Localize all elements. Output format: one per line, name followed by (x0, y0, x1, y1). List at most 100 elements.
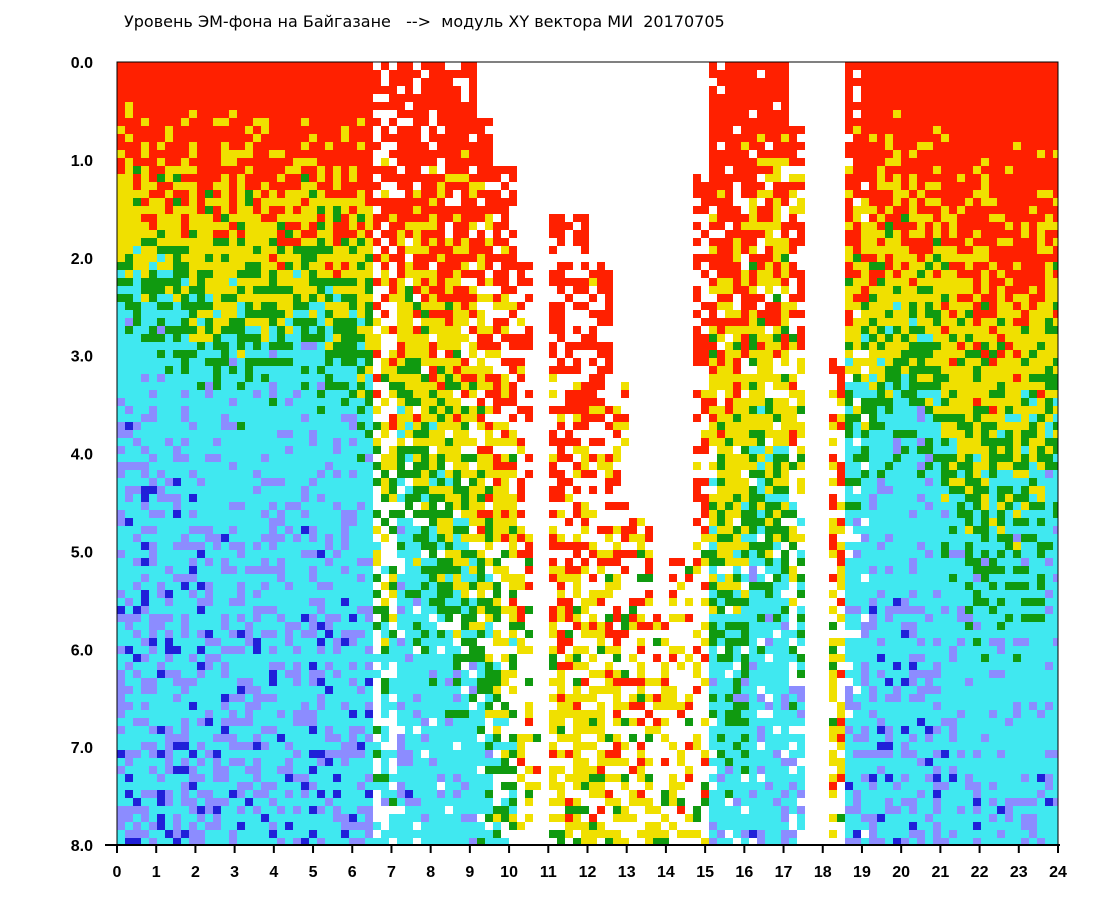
heatmap-cell (229, 134, 237, 142)
heatmap-cell (261, 606, 269, 614)
heatmap-cell (125, 766, 133, 774)
heatmap-cell (293, 598, 301, 606)
heatmap-cell (117, 806, 125, 814)
heatmap-cell (149, 686, 157, 694)
heatmap-cell (149, 142, 157, 150)
heatmap-cell (277, 86, 285, 94)
heatmap-cell (349, 150, 357, 158)
heatmap-cell (325, 270, 333, 278)
heatmap-cell (157, 374, 165, 382)
heatmap-cell (165, 246, 173, 254)
heatmap-cell (453, 222, 461, 230)
heatmap-cell (397, 270, 405, 278)
heatmap-cell (341, 662, 349, 670)
heatmap-cell (157, 214, 165, 222)
heatmap-cell (429, 398, 437, 406)
heatmap-cell (445, 406, 453, 414)
heatmap-cell (141, 286, 149, 294)
heatmap-cell (605, 526, 613, 534)
heatmap-cell (365, 286, 373, 294)
heatmap-cell (437, 302, 445, 310)
heatmap-cell (173, 630, 181, 638)
heatmap-cell (373, 438, 381, 446)
heatmap-cell (149, 470, 157, 478)
heatmap-cell (453, 230, 461, 238)
heatmap-cell (213, 822, 221, 830)
heatmap-cell (125, 830, 133, 838)
heatmap-cell (549, 246, 557, 254)
heatmap-cell (405, 446, 413, 454)
heatmap-cell (469, 486, 477, 494)
heatmap-cell (357, 350, 365, 358)
heatmap-cell (365, 158, 373, 166)
heatmap-cell (501, 766, 509, 774)
heatmap-cell (261, 654, 269, 662)
heatmap-cell (277, 454, 285, 462)
heatmap-cell (197, 382, 205, 390)
heatmap-cell (189, 78, 197, 86)
heatmap-cell (157, 294, 165, 302)
heatmap-cell (365, 278, 373, 286)
heatmap-cell (357, 286, 365, 294)
heatmap-cell (421, 606, 429, 614)
heatmap-cell (413, 70, 421, 78)
heatmap-cell (301, 654, 309, 662)
heatmap-cell (333, 526, 341, 534)
heatmap-cell (397, 470, 405, 478)
heatmap-cell (221, 550, 229, 558)
heatmap-cell (405, 262, 413, 270)
heatmap-cell (445, 566, 453, 574)
heatmap-cell (485, 142, 493, 150)
heatmap-cell (325, 638, 333, 646)
heatmap-cell (461, 806, 469, 814)
heatmap-cell (301, 174, 309, 182)
heatmap-cell (237, 494, 245, 502)
heatmap-cell (397, 622, 405, 630)
heatmap-cell (117, 422, 125, 430)
heatmap-cell (149, 94, 157, 102)
heatmap-cell (213, 70, 221, 78)
heatmap-cell (381, 430, 389, 438)
heatmap-cell (221, 78, 229, 86)
heatmap-cell (365, 798, 373, 806)
heatmap-cell (445, 302, 453, 310)
heatmap-cell (173, 94, 181, 102)
heatmap-cell (197, 286, 205, 294)
heatmap-cell (157, 638, 165, 646)
heatmap-cell (405, 582, 413, 590)
heatmap-cell (341, 230, 349, 238)
heatmap-cell (285, 798, 293, 806)
heatmap-cell (429, 478, 437, 486)
heatmap-cell (565, 278, 573, 286)
heatmap-cell (349, 110, 357, 118)
heatmap-cell (477, 398, 485, 406)
heatmap-cell (181, 270, 189, 278)
heatmap-cell (349, 358, 357, 366)
heatmap-cell (245, 86, 253, 94)
heatmap-cell (493, 454, 501, 462)
heatmap-cell (341, 758, 349, 766)
heatmap-cell (245, 390, 253, 398)
heatmap-cell (437, 382, 445, 390)
heatmap-cell (173, 222, 181, 230)
heatmap-cell (325, 414, 333, 422)
heatmap-cell (205, 302, 213, 310)
heatmap-cell (277, 710, 285, 718)
heatmap-cell (285, 774, 293, 782)
heatmap-cell (413, 166, 421, 174)
heatmap-cell (133, 814, 141, 822)
heatmap-cell (461, 206, 469, 214)
heatmap-cell (261, 174, 269, 182)
heatmap-cell (517, 342, 525, 350)
heatmap-cell (429, 270, 437, 278)
heatmap-cell (469, 822, 477, 830)
heatmap-cell (261, 198, 269, 206)
heatmap-cell (133, 510, 141, 518)
heatmap-cell (197, 614, 205, 622)
heatmap-cell (245, 742, 253, 750)
heatmap-cell (293, 374, 301, 382)
heatmap-cell (189, 326, 197, 334)
heatmap-cell (253, 342, 261, 350)
heatmap-cell (405, 518, 413, 526)
heatmap-cell (397, 126, 405, 134)
